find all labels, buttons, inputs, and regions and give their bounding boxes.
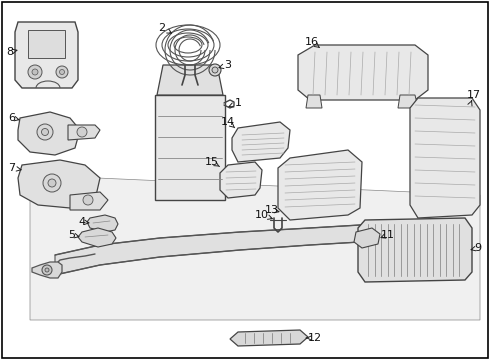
Text: 9: 9: [474, 243, 482, 253]
Text: 3: 3: [224, 60, 231, 70]
Text: 16: 16: [305, 37, 319, 47]
Polygon shape: [298, 45, 428, 100]
Polygon shape: [15, 22, 78, 88]
Polygon shape: [155, 95, 225, 200]
Polygon shape: [18, 160, 100, 208]
Polygon shape: [28, 30, 65, 58]
Circle shape: [212, 67, 218, 73]
Circle shape: [59, 69, 65, 75]
Text: 11: 11: [381, 230, 395, 240]
Polygon shape: [30, 175, 480, 320]
Polygon shape: [358, 218, 472, 282]
Text: 8: 8: [6, 47, 14, 57]
Text: 1: 1: [235, 98, 242, 108]
Text: 13: 13: [265, 205, 279, 215]
Polygon shape: [55, 220, 460, 275]
Polygon shape: [220, 162, 262, 198]
Polygon shape: [354, 228, 380, 248]
Text: 17: 17: [467, 90, 481, 100]
Text: 7: 7: [8, 163, 16, 173]
Polygon shape: [68, 125, 100, 140]
Circle shape: [43, 174, 61, 192]
Polygon shape: [232, 122, 290, 162]
Polygon shape: [18, 112, 80, 155]
Circle shape: [209, 64, 221, 76]
Circle shape: [42, 265, 52, 275]
Circle shape: [48, 179, 56, 187]
Polygon shape: [157, 65, 223, 95]
Text: 5: 5: [69, 230, 75, 240]
Polygon shape: [32, 262, 62, 278]
Circle shape: [37, 124, 53, 140]
Polygon shape: [87, 215, 118, 232]
Polygon shape: [398, 95, 418, 108]
Text: 6: 6: [8, 113, 16, 123]
Text: 14: 14: [221, 117, 235, 127]
Circle shape: [83, 195, 93, 205]
Circle shape: [77, 127, 87, 137]
Text: 2: 2: [158, 23, 166, 33]
Polygon shape: [410, 98, 480, 218]
Circle shape: [32, 69, 38, 75]
Text: 10: 10: [255, 210, 269, 220]
Polygon shape: [230, 330, 308, 346]
Text: 12: 12: [308, 333, 322, 343]
Circle shape: [45, 268, 49, 272]
Polygon shape: [78, 228, 116, 247]
Circle shape: [42, 129, 49, 135]
Polygon shape: [278, 150, 362, 220]
Text: 4: 4: [78, 217, 86, 227]
Polygon shape: [306, 95, 322, 108]
Polygon shape: [70, 192, 108, 210]
Circle shape: [56, 66, 68, 78]
Text: 15: 15: [205, 157, 219, 167]
Circle shape: [28, 65, 42, 79]
